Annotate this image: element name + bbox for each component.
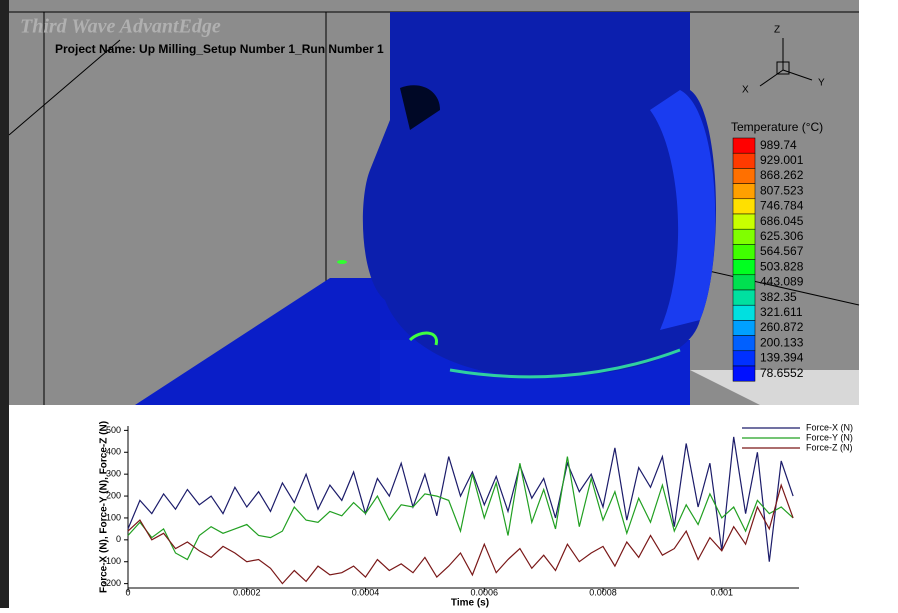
colorbar-label: 746.784 bbox=[760, 199, 804, 213]
y-tick-label: 500 bbox=[106, 425, 121, 435]
axis-x: X bbox=[742, 85, 749, 96]
colorbar-swatch bbox=[733, 138, 755, 153]
colorbar-label: 686.045 bbox=[760, 214, 804, 228]
left-strip bbox=[0, 0, 9, 608]
tool bbox=[363, 12, 716, 377]
colorbar-swatch bbox=[733, 214, 755, 229]
x-tick-label: 0.0008 bbox=[589, 587, 617, 597]
axis-y: Y bbox=[818, 78, 825, 89]
legend-label: Force-Y (N) bbox=[806, 432, 853, 442]
colorbar-swatch bbox=[733, 275, 755, 290]
x-tick-label: 0 bbox=[125, 587, 130, 597]
page: {"header": {"app": "Third Wave AdvantEdg… bbox=[0, 0, 898, 608]
y-tick-label: 0 bbox=[116, 534, 121, 544]
colorbar-label: 989.74 bbox=[760, 138, 797, 152]
y-tick-label: 200 bbox=[106, 490, 121, 500]
project-name: Project Name: Up Milling_Setup Number 1_… bbox=[55, 42, 384, 56]
y-tick-label: -100 bbox=[103, 556, 121, 566]
x-tick-label: 0.0002 bbox=[233, 587, 261, 597]
colorbar-swatch bbox=[733, 336, 755, 351]
colorbar-swatch bbox=[733, 290, 755, 305]
colorbar-swatch bbox=[733, 320, 755, 335]
colorbar-title: Temperature (°C) bbox=[731, 120, 823, 134]
y-tick-label: -200 bbox=[103, 578, 121, 588]
colorbar-label: 139.394 bbox=[760, 351, 804, 365]
axis-z: Z bbox=[774, 25, 780, 36]
scene: Third Wave AdvantEdge Project Name: Up M… bbox=[9, 0, 859, 405]
colorbar-label: 78.6552 bbox=[760, 366, 804, 380]
app-watermark: Third Wave AdvantEdge bbox=[20, 16, 221, 38]
y-tick-label: 100 bbox=[106, 512, 121, 522]
colorbar-label: 382.35 bbox=[760, 290, 797, 304]
colorbar-label: 625.306 bbox=[760, 229, 804, 243]
y-tick-label: 400 bbox=[106, 447, 121, 457]
x-tick-label: 0.001 bbox=[711, 587, 734, 597]
colorbar-label: 807.523 bbox=[760, 183, 804, 197]
colorbar-swatch bbox=[733, 184, 755, 199]
colorbar-swatch bbox=[733, 305, 755, 320]
x-tick-label: 0.0004 bbox=[352, 587, 380, 597]
colorbar-label: 868.262 bbox=[760, 168, 804, 182]
colorbar-swatch bbox=[733, 229, 755, 244]
x-axis-label: Time (s) bbox=[451, 598, 489, 608]
colorbar-swatch bbox=[733, 153, 755, 168]
colorbar-swatch bbox=[733, 199, 755, 214]
colorbar-swatch bbox=[733, 244, 755, 259]
chip-fragment bbox=[337, 260, 347, 264]
colorbar-swatch bbox=[733, 168, 755, 183]
colorbar-label: 929.001 bbox=[760, 153, 804, 167]
colorbar-swatch bbox=[733, 260, 755, 275]
colorbar-label: 200.133 bbox=[760, 335, 804, 349]
legend-label: Force-X (N) bbox=[806, 422, 853, 432]
screenshot: Third Wave AdvantEdge Project Name: Up M… bbox=[0, 0, 898, 608]
colorbar-label: 443.089 bbox=[760, 275, 804, 289]
colorbar-label: 503.828 bbox=[760, 259, 804, 273]
y-tick-label: 300 bbox=[106, 469, 121, 479]
legend-label: Force-Z (N) bbox=[806, 442, 853, 452]
x-tick-label: 0.0006 bbox=[471, 587, 499, 597]
colorbar-label: 321.611 bbox=[760, 305, 803, 319]
colorbar-label: 260.872 bbox=[760, 320, 804, 334]
colorbar-label: 564.567 bbox=[760, 244, 804, 258]
colorbar-swatch bbox=[733, 366, 755, 381]
colorbar-swatch bbox=[733, 351, 755, 366]
